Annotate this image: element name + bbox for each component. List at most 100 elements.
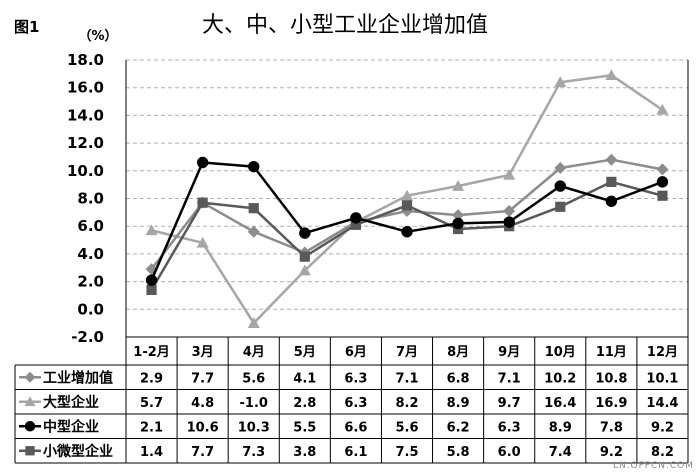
data-label: 6.2 — [447, 420, 470, 435]
x-tick-label: 8月 — [447, 345, 469, 360]
data-label: 16.4 — [544, 396, 576, 411]
data-label: 9.2 — [600, 445, 623, 460]
data-label: 6.0 — [498, 445, 521, 460]
data-label: 7.4 — [549, 445, 572, 460]
data-label: 16.9 — [595, 396, 627, 411]
legend-series-name: 小微型企业 — [43, 443, 113, 460]
data-label: 8.2 — [395, 396, 418, 411]
data-label: 5.8 — [447, 445, 470, 460]
data-label: 6.3 — [498, 420, 521, 435]
data-point — [248, 160, 260, 173]
data-label: 8.2 — [651, 445, 674, 460]
y-tick-label: 2.0 — [77, 273, 104, 291]
series-medium — [145, 156, 669, 286]
data-point — [145, 224, 158, 236]
data-point — [350, 219, 362, 230]
x-tick-label: 1-2月 — [133, 345, 170, 360]
y-tick-label: 8.0 — [77, 190, 104, 208]
y-tick-label: 14.0 — [67, 106, 104, 124]
data-label: 5.6 — [242, 371, 265, 386]
figure-label: 图1 — [14, 18, 39, 36]
data-label: -1.0 — [240, 396, 268, 411]
data-label: 6.3 — [344, 371, 367, 386]
data-point — [401, 200, 413, 211]
data-point — [145, 274, 158, 286]
data-label: 7.5 — [395, 445, 418, 460]
legend-key-marker — [25, 446, 35, 456]
data-label: 7.8 — [600, 420, 623, 435]
x-tick-label: 6月 — [345, 345, 367, 360]
data-point — [554, 162, 567, 175]
data-point — [503, 204, 516, 217]
data-label: 8.9 — [549, 420, 572, 435]
data-label: 7.7 — [191, 445, 214, 460]
data-point — [247, 225, 260, 238]
y-tick-label: 0.0 — [77, 300, 104, 318]
data-label: 10.3 — [238, 420, 270, 435]
data-label: 6.8 — [447, 371, 470, 386]
data-point — [657, 190, 668, 201]
data-point — [146, 284, 157, 296]
x-tick-label: 3月 — [192, 345, 214, 360]
y-tick-label: 6.0 — [77, 217, 104, 235]
legend-key-marker — [24, 371, 36, 383]
data-label: 2.1 — [140, 420, 163, 435]
y-tick-label: 12.0 — [67, 134, 104, 152]
unit-label: （%） — [78, 28, 117, 44]
data-label: 6.3 — [344, 396, 367, 411]
data-point — [503, 168, 516, 180]
y-tick-label: 4.0 — [77, 245, 104, 263]
data-label: 5.6 — [395, 420, 418, 435]
data-point — [298, 264, 311, 276]
data-label: 1.4 — [140, 445, 163, 460]
data-label: 9.7 — [498, 396, 521, 411]
legend-series-name: 大型企业 — [43, 394, 99, 411]
data-label: 4.8 — [191, 396, 214, 411]
data-label: 10.8 — [595, 371, 627, 386]
data-point — [555, 201, 566, 212]
data-point — [196, 156, 209, 169]
data-label: 6.6 — [344, 420, 367, 435]
data-point — [554, 76, 567, 87]
x-tick-label: 9月 — [498, 345, 520, 360]
y-tick-label: 18.0 — [67, 51, 104, 69]
data-label: 4.1 — [293, 371, 316, 386]
plot-series — [145, 69, 669, 328]
data-point — [299, 227, 311, 239]
legend-series-name: 中型企业 — [43, 418, 99, 435]
x-tick-label: 12月 — [647, 345, 678, 360]
data-label: 7.7 — [191, 371, 214, 386]
data-point — [452, 217, 464, 230]
data-point — [656, 103, 669, 115]
data-label: 2.8 — [293, 396, 316, 411]
data-label: 9.2 — [651, 420, 674, 435]
data-label: 6.1 — [344, 445, 367, 460]
x-tick-label: 5月 — [294, 345, 316, 360]
data-label: 7.1 — [395, 371, 418, 386]
y-axis-ticks: 18.0 16.0 14.0 12.0 10.0 8.0 6.0 4.0 2.0 0.0 -2.0 — [67, 51, 104, 346]
y-tick-label: 10.0 — [67, 162, 104, 180]
data-point — [605, 195, 618, 207]
legend-series-name: 工业增加值 — [43, 369, 113, 386]
x-tick-label: 11月 — [596, 345, 627, 360]
data-point — [606, 176, 617, 187]
series-line — [150, 161, 663, 281]
data-point — [401, 226, 413, 238]
y-tick-label: -2.0 — [71, 328, 104, 346]
data-point — [656, 176, 669, 188]
data-point — [452, 180, 465, 191]
y-tick-label: 16.0 — [67, 79, 104, 97]
chart-title: 大、中、小型工业企业增加值 — [202, 13, 488, 38]
data-label: 2.9 — [140, 371, 163, 386]
x-tick-label: 10月 — [545, 345, 576, 360]
data-label: 7.3 — [242, 445, 265, 460]
x-tick-label: 4月 — [243, 345, 265, 360]
data-label: 5.7 — [140, 396, 163, 411]
data-point — [605, 69, 618, 81]
legend-key-marker — [24, 421, 36, 432]
series-industry — [145, 153, 669, 276]
data-label: 10.6 — [187, 420, 219, 435]
data-label: 8.9 — [447, 396, 470, 411]
data-point — [656, 163, 669, 176]
